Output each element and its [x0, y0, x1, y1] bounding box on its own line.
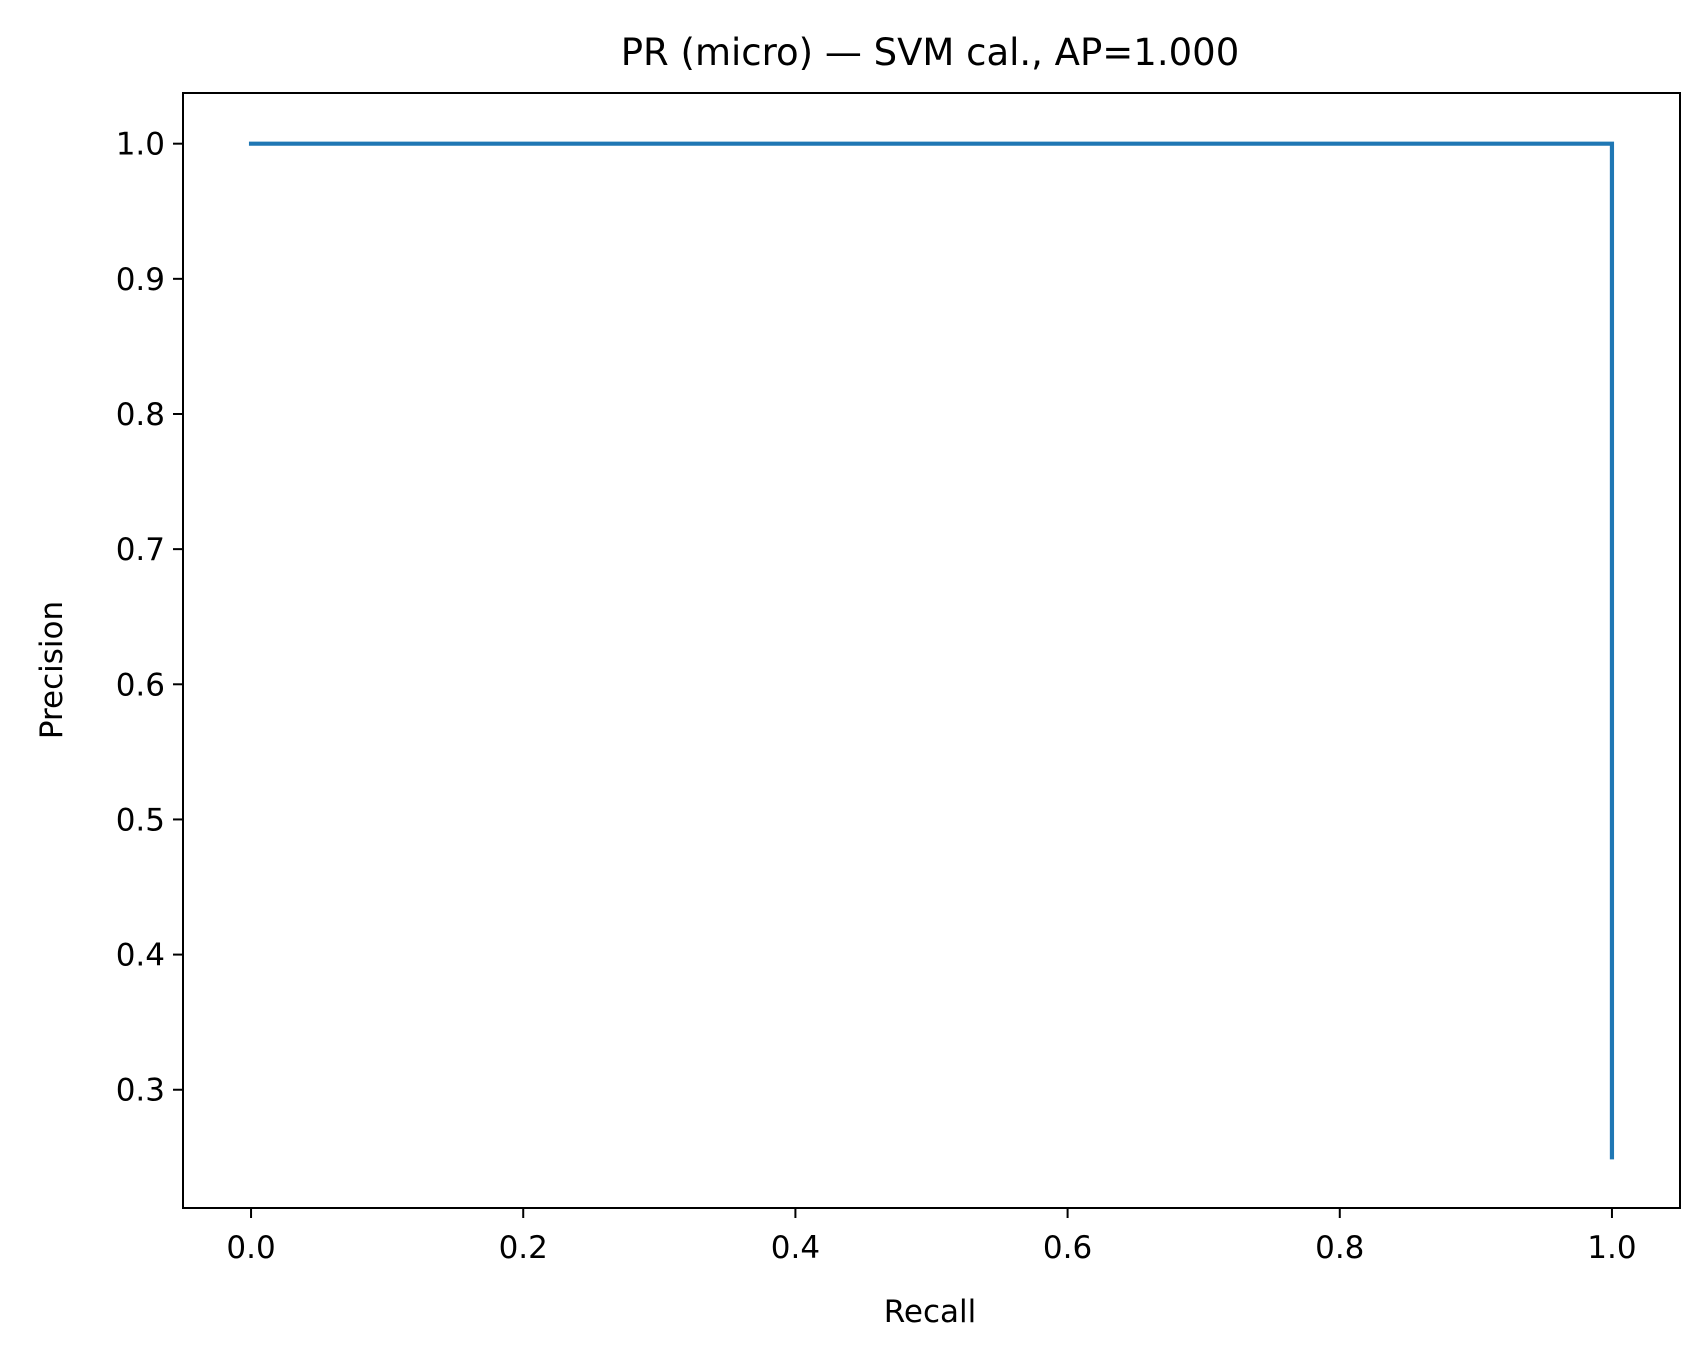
- series-line-0: [248, 141, 1615, 1160]
- y-tick-label: 0.3: [116, 1073, 165, 1109]
- plot-area: [182, 92, 1681, 1209]
- y-axis-label: Precision: [34, 601, 70, 739]
- x-tick-label: 0.2: [499, 1230, 548, 1266]
- x-tick-label: 0.8: [1315, 1230, 1364, 1266]
- y-axis-ticks: 0.3 0.4 0.5 0.6 0.7 0.8 0.9 1.0: [116, 127, 183, 1109]
- y-tick-label: 0.7: [116, 532, 165, 568]
- y-tick-label: 0.4: [116, 938, 165, 974]
- x-axis-label: Recall: [884, 1294, 977, 1330]
- x-tick-label: 0.0: [226, 1230, 275, 1266]
- x-axis-ticks: 0.0 0.2 0.4 0.6 0.8 1.0: [226, 1208, 1637, 1266]
- y-tick-label: 1.0: [116, 127, 165, 163]
- x-tick-label: 0.4: [771, 1230, 820, 1266]
- y-tick-label: 0.6: [116, 667, 165, 703]
- axes-frame: [182, 92, 1681, 1209]
- y-tick-label: 0.9: [116, 262, 165, 298]
- x-tick-label: 1.0: [1587, 1230, 1636, 1266]
- y-tick-label: 0.8: [116, 397, 165, 433]
- x-tick-label: 0.6: [1043, 1230, 1092, 1266]
- chart-title: PR (micro) — SVM cal., AP=1.000: [621, 31, 1240, 74]
- y-tick-label: 0.5: [116, 802, 165, 838]
